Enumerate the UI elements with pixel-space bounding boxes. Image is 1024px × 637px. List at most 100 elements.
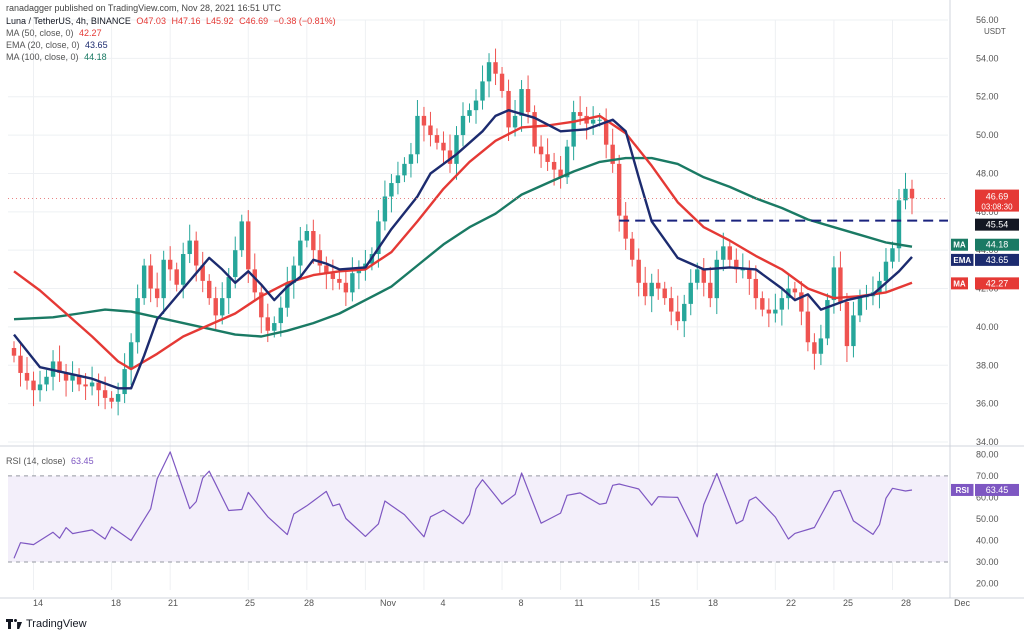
candle-body [564,146,570,178]
candle [18,344,23,387]
candle [382,180,388,231]
candle-body [376,221,381,255]
ma50-line [13,114,913,371]
time-tick-label: 21 [168,598,178,608]
candle-body [688,282,693,304]
candle [805,295,811,352]
candle [564,139,570,185]
candle [330,259,336,291]
candle [278,296,283,337]
candle [70,361,75,392]
last-price-label-box [975,189,1019,212]
ma100-line [13,156,913,338]
candle [857,289,863,323]
candle [161,250,166,315]
rsi-price-label-tag-box [951,483,974,496]
candle [903,172,908,210]
candle [792,281,798,300]
candle [350,257,355,302]
candle-body [721,246,726,260]
candle [636,248,641,297]
time-tick-label: 4 [440,598,445,608]
candle-body [682,303,687,322]
candle-body [434,135,440,143]
candle [499,66,505,98]
ma100-price-label: MA 44.18 [951,238,1019,251]
candle [356,260,362,290]
candle [649,273,654,313]
candle [441,131,446,165]
candle-body [24,372,30,381]
candle [486,53,492,98]
candle-body [805,311,811,343]
ema20-price-label: EMA 43.65 [951,253,1019,266]
time-tick-label: 25 [245,598,255,608]
change-value: −0.38 (−0.81%) [273,16,336,26]
price-unit-label: USDT [984,27,1006,36]
candle-body [903,188,908,201]
candle-body [597,119,602,121]
ema20-line [13,109,913,390]
candle [740,253,746,279]
candle [747,260,752,295]
support-price-label-box [975,218,1019,231]
candle [753,265,759,310]
candle-body [180,254,186,285]
candle [532,105,537,154]
candle [467,103,472,123]
rsi-tick-label: 30.00 [976,557,999,567]
candle [890,241,895,269]
candle-body [825,300,830,339]
time-tick-label: 8 [518,598,523,608]
rsi-tick-label: 60.00 [976,492,999,502]
candle-body [18,355,23,373]
candle-body [63,372,69,381]
candle [63,363,69,397]
rsi-price-label-box [975,483,1019,496]
time-tick-label: 14 [33,598,43,608]
rsi-tick-label: 80.00 [976,449,999,459]
candle [31,371,36,407]
candle-body [493,62,498,74]
time-tick-label: 18 [111,598,121,608]
candle-body [883,261,889,281]
candle-body [337,278,342,283]
candle [285,266,290,317]
candle [688,269,693,316]
candle [233,236,238,289]
ma100-price-label-tag-box [951,238,968,251]
candle-body [428,125,433,136]
candle-body [454,135,459,164]
candle-body [102,390,108,398]
candle [447,134,453,173]
candle [76,368,82,392]
ema20-price-label-box [975,253,1019,266]
rsi-line [13,451,913,559]
candle-body [662,288,667,299]
tradingview-logo-icon [6,619,22,629]
candle-body [135,298,140,343]
candle [623,202,628,250]
candle-body [909,188,915,199]
indicator-lines [8,109,948,559]
candle-body [636,259,641,283]
candle-body [89,382,95,387]
candle [89,366,95,396]
candle-body [753,278,759,299]
time-tick-label: 11 [574,598,583,608]
candle [851,301,856,358]
time-tick-label: Nov [380,598,397,608]
published-line: ranadagger published on TradingView.com,… [6,3,282,13]
candle [174,262,179,292]
price-tick-label: 50.00 [976,130,999,140]
candle-body [857,296,863,316]
candle-body [200,265,205,281]
candle-body [701,269,706,283]
candle-body [389,183,394,197]
candle-body [558,169,563,178]
candle [909,179,915,215]
candle-body [356,269,362,274]
candle-body [233,250,238,278]
candle-body [415,115,420,155]
